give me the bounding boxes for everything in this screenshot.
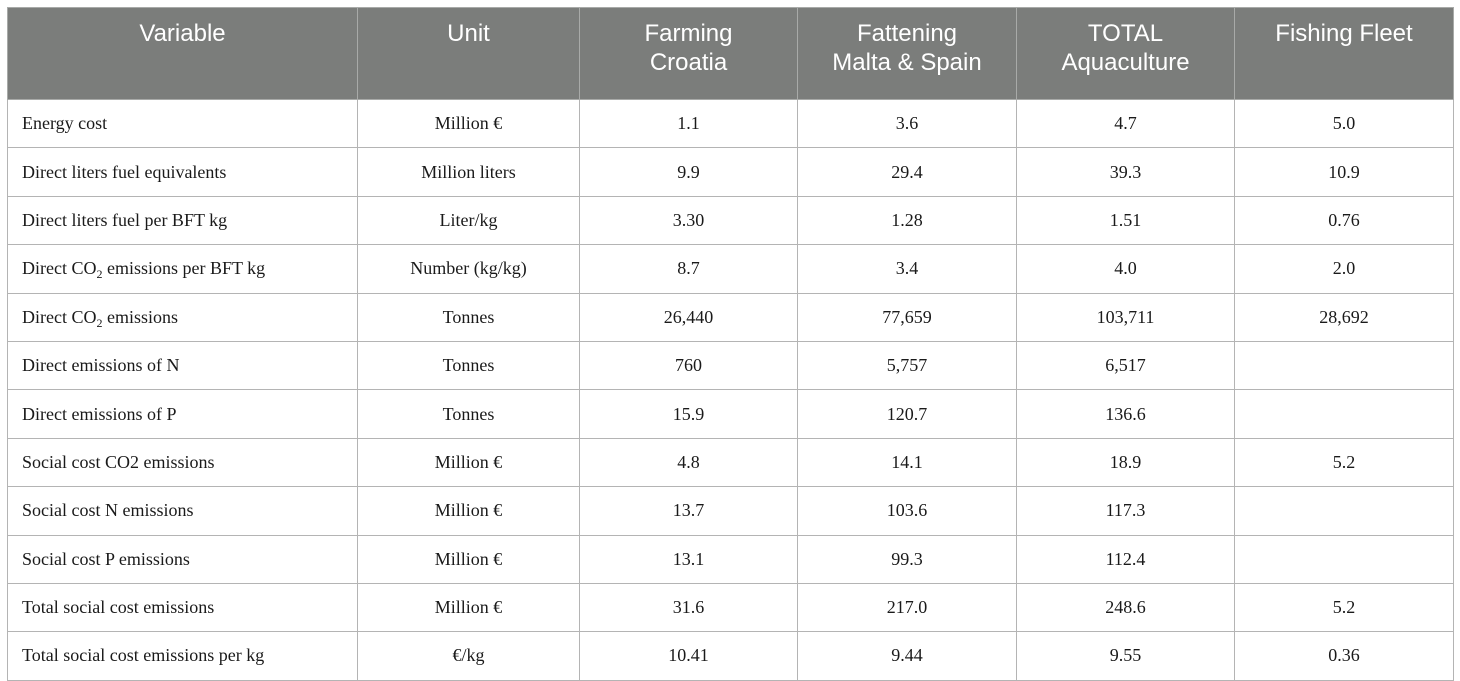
total-cell: 6,517 bbox=[1016, 340, 1235, 391]
column-header-unit: Unit bbox=[357, 7, 580, 100]
variable-cell: Direct emissions of N bbox=[7, 340, 358, 391]
farming-cell: 4.8 bbox=[579, 437, 798, 488]
fattening-cell: 120.7 bbox=[797, 389, 1017, 439]
farming-cell: 760 bbox=[579, 340, 798, 391]
fattening-cell: 1.28 bbox=[797, 195, 1017, 246]
total-cell: 9.55 bbox=[1016, 631, 1235, 681]
table-row: Social cost P emissions Million € 13.1 9… bbox=[7, 534, 1454, 584]
fattening-cell: 3.4 bbox=[797, 244, 1017, 294]
total-cell: 18.9 bbox=[1016, 437, 1235, 488]
unit-cell: Million € bbox=[357, 486, 580, 536]
total-cell: 103,711 bbox=[1016, 292, 1235, 342]
fleet-cell: 5.2 bbox=[1234, 582, 1454, 633]
unit-cell: Tonnes bbox=[357, 340, 580, 391]
fleet-cell: 2.0 bbox=[1234, 244, 1454, 294]
variable-cell: Social cost CO2 emissions bbox=[7, 437, 358, 488]
fleet-cell: 0.36 bbox=[1234, 631, 1454, 681]
fattening-cell: 14.1 bbox=[797, 437, 1017, 488]
farming-cell: 10.41 bbox=[579, 631, 798, 681]
fattening-cell: 77,659 bbox=[797, 292, 1017, 342]
total-cell: 117.3 bbox=[1016, 486, 1235, 536]
fattening-cell: 103.6 bbox=[797, 486, 1017, 536]
unit-cell: Tonnes bbox=[357, 389, 580, 439]
fleet-cell: 5.2 bbox=[1234, 437, 1454, 488]
table-row: Direct liters fuel equivalents Million l… bbox=[7, 147, 1454, 197]
fleet-cell: 5.0 bbox=[1234, 98, 1454, 149]
total-cell: 4.0 bbox=[1016, 244, 1235, 294]
fattening-cell: 3.6 bbox=[797, 98, 1017, 149]
table-row: Energy cost Million € 1.1 3.6 4.7 5.0 bbox=[7, 98, 1454, 149]
variable-cell: Direct CO2 emissions per BFT kg bbox=[7, 244, 358, 294]
variable-cell: Direct emissions of P bbox=[7, 389, 358, 439]
farming-cell: 13.7 bbox=[579, 486, 798, 536]
unit-cell: Million € bbox=[357, 582, 580, 633]
fattening-cell: 99.3 bbox=[797, 534, 1017, 584]
variable-cell: Total social cost emissions per kg bbox=[7, 631, 358, 681]
fleet-cell bbox=[1234, 340, 1454, 391]
unit-cell: Number (kg/kg) bbox=[357, 244, 580, 294]
total-cell: 112.4 bbox=[1016, 534, 1235, 584]
farming-cell: 31.6 bbox=[579, 582, 798, 633]
fleet-cell: 28,692 bbox=[1234, 292, 1454, 342]
variable-cell: Direct CO2 emissions bbox=[7, 292, 358, 342]
table-row: Direct CO2 emissions Tonnes 26,440 77,65… bbox=[7, 292, 1454, 342]
variable-cell: Social cost N emissions bbox=[7, 486, 358, 536]
table-row: Direct CO2 emissions per BFT kg Number (… bbox=[7, 244, 1454, 294]
table-row: Social cost N emissions Million € 13.7 1… bbox=[7, 486, 1454, 536]
fattening-cell: 5,757 bbox=[797, 340, 1017, 391]
column-header-farming-croatia: Farming Croatia bbox=[579, 7, 798, 100]
unit-cell: Tonnes bbox=[357, 292, 580, 342]
table-row: Total social cost emissions per kg €/kg … bbox=[7, 631, 1454, 681]
variable-cell: Energy cost bbox=[7, 98, 358, 149]
total-cell: 39.3 bbox=[1016, 147, 1235, 197]
header-row: Variable Unit Farming Croatia Fattening Ma… bbox=[7, 7, 1454, 100]
total-cell: 4.7 bbox=[1016, 98, 1235, 149]
fleet-cell: 0.76 bbox=[1234, 195, 1454, 246]
variable-cell: Social cost P emissions bbox=[7, 534, 358, 584]
column-header-variable: Variable bbox=[7, 7, 358, 100]
farming-cell: 1.1 bbox=[579, 98, 798, 149]
farming-cell: 26,440 bbox=[579, 292, 798, 342]
variable-cell: Total social cost emissions bbox=[7, 582, 358, 633]
unit-cell: Million € bbox=[357, 98, 580, 149]
farming-cell: 8.7 bbox=[579, 244, 798, 294]
table-row: Social cost CO2 emissions Million € 4.8 … bbox=[7, 437, 1454, 488]
fattening-cell: 29.4 bbox=[797, 147, 1017, 197]
table-row: Direct emissions of P Tonnes 15.9 120.7 … bbox=[7, 389, 1454, 439]
column-header-fattening-malta-spain: Fattening Malta & Spain bbox=[797, 7, 1017, 100]
unit-cell: €/kg bbox=[357, 631, 580, 681]
total-cell: 136.6 bbox=[1016, 389, 1235, 439]
fattening-cell: 9.44 bbox=[797, 631, 1017, 681]
total-cell: 248.6 bbox=[1016, 582, 1235, 633]
data-table: Variable Unit Farming Croatia Fattening Ma… bbox=[7, 7, 1454, 681]
table-container: Variable Unit Farming Croatia Fattening Ma… bbox=[7, 7, 1454, 681]
fleet-cell bbox=[1234, 534, 1454, 584]
farming-cell: 15.9 bbox=[579, 389, 798, 439]
variable-cell: Direct liters fuel per BFT kg bbox=[7, 195, 358, 246]
unit-cell: Million liters bbox=[357, 147, 580, 197]
fleet-cell bbox=[1234, 486, 1454, 536]
unit-cell: Million € bbox=[357, 437, 580, 488]
variable-cell: Direct liters fuel equivalents bbox=[7, 147, 358, 197]
farming-cell: 13.1 bbox=[579, 534, 798, 584]
total-cell: 1.51 bbox=[1016, 195, 1235, 246]
table-row: Direct emissions of N Tonnes 760 5,757 6… bbox=[7, 340, 1454, 391]
table-row: Total social cost emissions Million € 31… bbox=[7, 582, 1454, 633]
farming-cell: 3.30 bbox=[579, 195, 798, 246]
fleet-cell bbox=[1234, 389, 1454, 439]
unit-cell: Liter/kg bbox=[357, 195, 580, 246]
table-row: Direct liters fuel per BFT kg Liter/kg 3… bbox=[7, 195, 1454, 246]
column-header-fishing-fleet: Fishing Fleet bbox=[1234, 7, 1454, 100]
column-header-total-aquaculture: TOTAL Aquaculture bbox=[1016, 7, 1235, 100]
fleet-cell: 10.9 bbox=[1234, 147, 1454, 197]
farming-cell: 9.9 bbox=[579, 147, 798, 197]
fattening-cell: 217.0 bbox=[797, 582, 1017, 633]
unit-cell: Million € bbox=[357, 534, 580, 584]
